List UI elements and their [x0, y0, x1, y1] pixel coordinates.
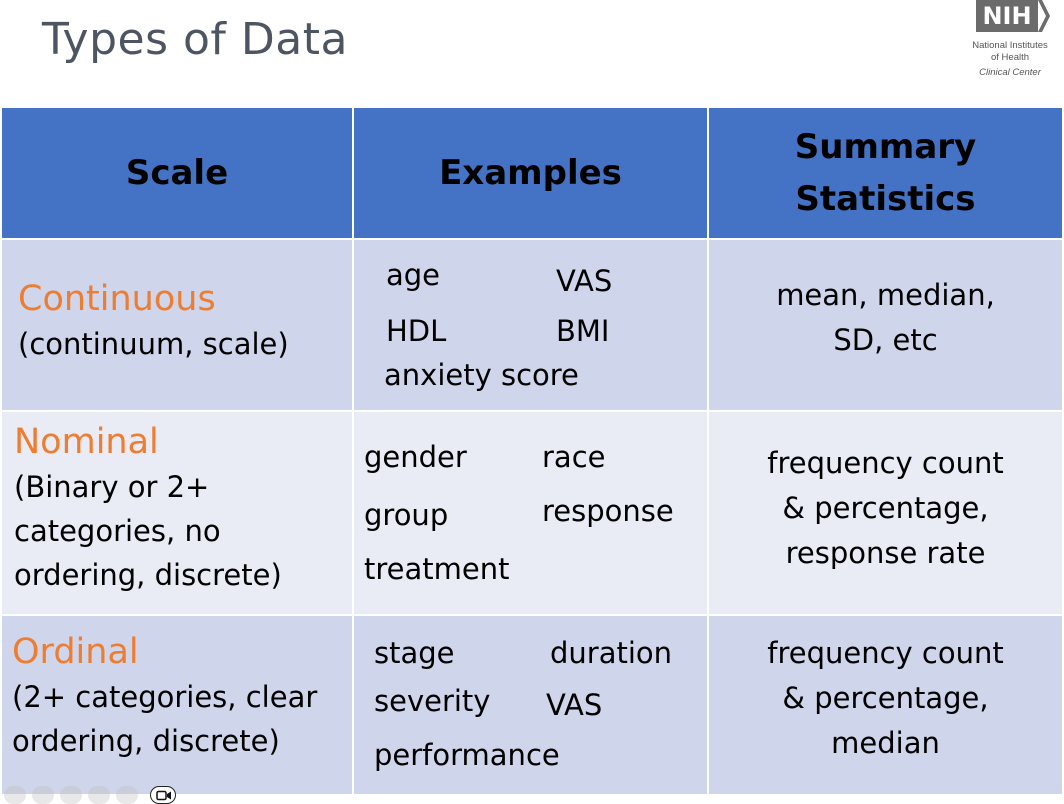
example-item: duration	[550, 636, 673, 670]
video-camera-icon[interactable]	[150, 786, 176, 804]
summary-line: frequency count	[767, 635, 1004, 670]
presentation-toolbar	[4, 786, 138, 804]
summary-line: response rate	[785, 535, 986, 570]
example-item: HDL	[386, 314, 447, 348]
example-item: race	[542, 440, 606, 474]
table-row: Continuous (continuum, scale) age VAS HD…	[0, 238, 1064, 412]
summary-line: SD, etc	[833, 323, 938, 357]
grid-icon[interactable]	[60, 786, 82, 804]
scale-name: Nominal	[14, 422, 159, 462]
example-item: response	[542, 494, 674, 528]
nih-logo: NIH National Institutes of Health Clinic…	[960, 0, 1060, 80]
header-scale: Scale	[0, 106, 354, 240]
example-item: treatment	[364, 552, 510, 586]
scale-desc: (Binary or 2+	[14, 470, 210, 504]
example-item: BMI	[556, 314, 610, 348]
nih-logo-mark: NIH	[976, 0, 1038, 32]
summary-line: frequency count	[767, 445, 1004, 480]
header-summary-line2: Statistics	[795, 179, 976, 219]
header-row: Scale Examples Summary Statistics	[0, 106, 1064, 240]
scale-name: Ordinal	[12, 632, 139, 672]
examples-cell: gender race group response treatment	[352, 410, 709, 616]
summary-line: mean, median,	[776, 278, 995, 312]
scale-cell: Nominal (Binary or 2+ categories, no ord…	[0, 410, 354, 616]
previous-icon[interactable]	[4, 786, 26, 804]
data-types-table: Scale Examples Summary Statistics Contin…	[0, 106, 1064, 796]
summary-cell: mean, median, SD, etc	[707, 238, 1064, 412]
nih-chevron-icon	[1038, 0, 1050, 32]
scale-cell: Ordinal (2+ categories, clear ordering, …	[0, 614, 354, 796]
zoom-icon[interactable]	[88, 786, 110, 804]
summary-cell: frequency count & percentage, response r…	[707, 410, 1064, 616]
summary-line: median	[831, 725, 940, 760]
nih-logo-line3: Clinical Center	[979, 67, 1041, 78]
table-row: Nominal (Binary or 2+ categories, no ord…	[0, 410, 1064, 616]
summary-line: & percentage,	[782, 490, 989, 525]
scale-desc: ordering, discrete)	[12, 724, 280, 758]
slide-title: Types of Data	[42, 14, 348, 65]
nih-logo-line1: National Institutes	[972, 40, 1048, 51]
example-item: VAS	[556, 264, 613, 298]
summary-cell: frequency count & percentage, median	[707, 614, 1064, 796]
example-item: performance	[374, 738, 560, 772]
subtitle-icon[interactable]	[116, 786, 138, 804]
scale-desc: (2+ categories, clear	[12, 680, 318, 714]
example-item: VAS	[546, 688, 603, 722]
examples-cell: stage duration severity VAS performance	[352, 614, 709, 796]
scale-name: Continuous	[18, 279, 216, 319]
pen-icon[interactable]	[32, 786, 54, 804]
example-item: age	[386, 258, 441, 292]
summary-line: & percentage,	[782, 680, 989, 715]
header-summary-line1: Summary	[794, 127, 977, 167]
scale-desc: categories, no	[14, 514, 221, 548]
nih-logo-line2: of Health	[990, 52, 1030, 63]
table-row: Ordinal (2+ categories, clear ordering, …	[0, 614, 1064, 796]
example-item: severity	[374, 684, 491, 718]
example-item: group	[364, 498, 449, 532]
scale-cell: Continuous (continuum, scale)	[0, 238, 354, 412]
example-item: gender	[364, 440, 467, 474]
scale-desc: (continuum, scale)	[18, 327, 289, 361]
example-item: anxiety score	[384, 358, 579, 392]
examples-cell: age VAS HDL BMI anxiety score	[352, 238, 709, 412]
video-camera-glyph	[156, 790, 171, 801]
example-item: stage	[374, 636, 455, 670]
scale-desc: ordering, discrete)	[14, 558, 282, 592]
header-summary: Summary Statistics	[707, 106, 1064, 240]
header-examples: Examples	[352, 106, 709, 240]
